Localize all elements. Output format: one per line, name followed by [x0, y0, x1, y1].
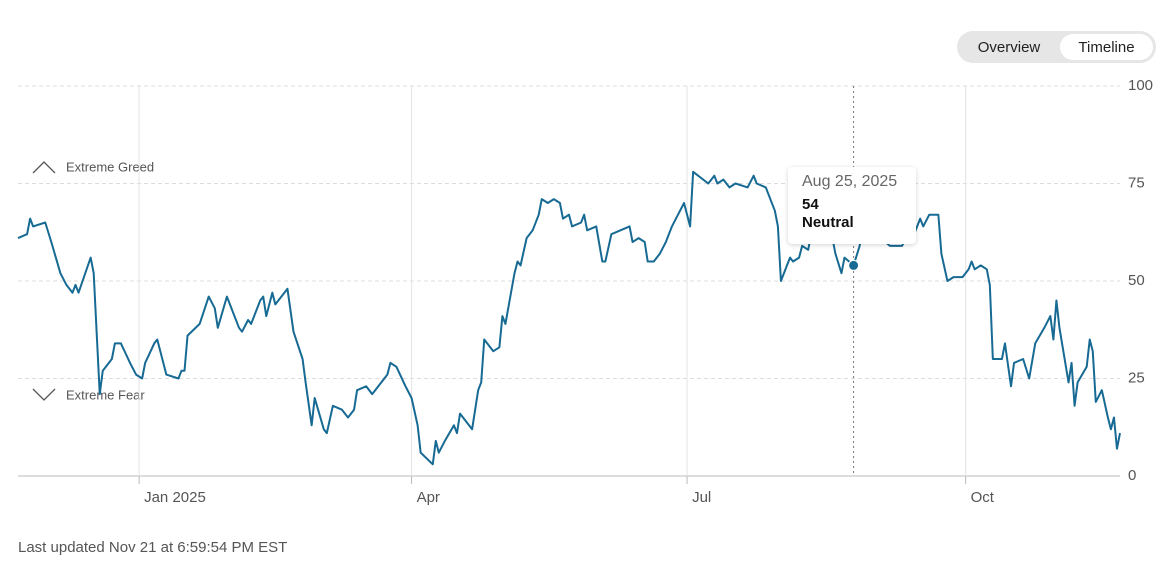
tooltip-rating: Neutral: [802, 214, 854, 231]
tooltip-value: 54: [802, 196, 819, 213]
overview-button[interactable]: Overview: [963, 34, 1055, 60]
fear-marker: Extreme Fear: [32, 387, 145, 402]
timeline-button[interactable]: Timeline: [1060, 34, 1153, 60]
x-tick-label: Oct: [971, 489, 995, 506]
y-tick-label: 75: [1128, 174, 1145, 191]
tooltip-date: Aug 25, 2025: [802, 173, 898, 190]
chevron-up: [32, 161, 56, 174]
y-tick-label: 25: [1128, 369, 1145, 386]
view-toggle: Overview Timeline: [957, 31, 1156, 63]
tooltip: Aug 25, 2025 54 Neutral: [788, 167, 916, 244]
y-tick-label: 0: [1128, 467, 1136, 484]
hover-dot: [848, 259, 860, 271]
series-line: [17, 170, 1121, 466]
x-tick-label: Jan 2025: [144, 489, 206, 506]
annotation-fear: Extreme Fear: [66, 387, 145, 402]
y-tick-label: 100: [1128, 77, 1153, 94]
greed-marker: Extreme Greed: [32, 159, 154, 174]
x-tick-label: Apr: [417, 489, 440, 506]
x-tick-label: Jul: [692, 489, 711, 506]
annotation-greed: Extreme Greed: [66, 159, 154, 174]
y-tick-label: 50: [1128, 272, 1145, 289]
last-updated: Last updated Nov 21 at 6:59:54 PM EST: [18, 539, 288, 556]
chevron-down: [32, 388, 56, 401]
